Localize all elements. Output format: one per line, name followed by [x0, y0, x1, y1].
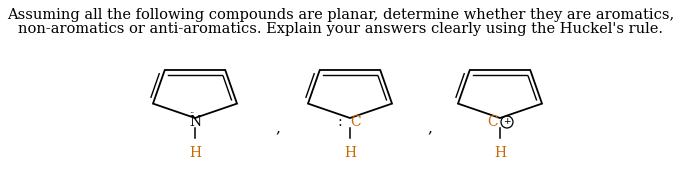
Text: N: N [189, 115, 201, 129]
Text: non-aromatics or anti-aromatics. Explain your answers clearly using the Huckel's: non-aromatics or anti-aromatics. Explain… [18, 22, 663, 36]
Text: :: : [337, 115, 342, 129]
Text: Assuming all the following compounds are planar, determine whether they are arom: Assuming all the following compounds are… [7, 8, 675, 22]
Text: C: C [488, 115, 498, 129]
Text: C: C [350, 115, 361, 129]
Text: +: + [503, 118, 511, 126]
Text: H: H [189, 146, 201, 160]
Text: ,: , [428, 121, 432, 135]
Text: ··: ·· [189, 109, 195, 117]
Text: H: H [344, 146, 356, 160]
Text: ,: , [276, 121, 281, 135]
Text: H: H [494, 146, 506, 160]
